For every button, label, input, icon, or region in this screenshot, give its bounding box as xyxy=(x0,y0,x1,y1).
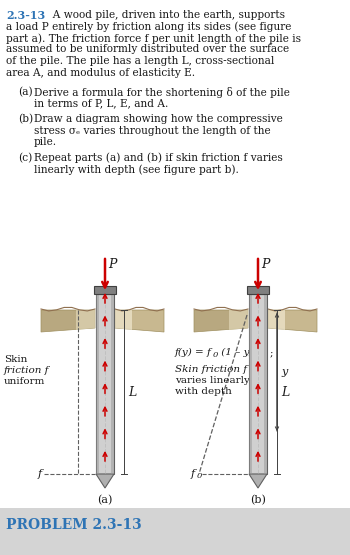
Text: part a). The friction force f per unit length of the pile is: part a). The friction force f per unit l… xyxy=(6,33,301,43)
Polygon shape xyxy=(76,310,95,330)
Text: PROBLEM 2.3-13: PROBLEM 2.3-13 xyxy=(6,518,142,532)
Text: L: L xyxy=(128,386,136,398)
Text: Skin friction f: Skin friction f xyxy=(175,365,247,374)
Text: a load P entirely by friction along its sides (see figure: a load P entirely by friction along its … xyxy=(6,22,291,32)
Bar xyxy=(249,294,252,474)
Text: stress σₑ varies throughout the length of the: stress σₑ varies throughout the length o… xyxy=(34,125,271,135)
Bar xyxy=(0,508,350,555)
Text: (b): (b) xyxy=(18,114,33,124)
Text: f: f xyxy=(38,469,42,479)
Bar xyxy=(111,294,114,474)
Text: Draw a diagram showing how the compressive: Draw a diagram showing how the compressi… xyxy=(34,114,283,124)
Text: Repeat parts (a) and (b) if skin friction f varies: Repeat parts (a) and (b) if skin frictio… xyxy=(34,153,283,163)
Bar xyxy=(264,294,267,474)
Text: P: P xyxy=(108,258,116,271)
Polygon shape xyxy=(194,310,248,332)
Text: area A, and modulus of elasticity E.: area A, and modulus of elasticity E. xyxy=(6,68,195,78)
Text: L: L xyxy=(281,386,289,398)
Text: of the pile. The pile has a length L, cross-sectional: of the pile. The pile has a length L, cr… xyxy=(6,56,274,66)
Text: P: P xyxy=(261,258,270,271)
Polygon shape xyxy=(41,310,95,332)
Text: varies linearly: varies linearly xyxy=(175,376,250,385)
Text: friction f: friction f xyxy=(4,366,49,375)
Text: f: f xyxy=(191,469,195,479)
Text: f(y) = f: f(y) = f xyxy=(175,348,212,357)
Bar xyxy=(249,294,267,474)
Text: (1 – y/L): (1 – y/L) xyxy=(218,348,264,357)
Text: pile.: pile. xyxy=(34,137,57,147)
Bar xyxy=(247,286,269,294)
Text: Derive a formula for the shortening δ of the pile: Derive a formula for the shortening δ of… xyxy=(34,87,290,98)
Text: A wood pile, driven into the earth, supports: A wood pile, driven into the earth, supp… xyxy=(46,10,285,20)
Text: (b): (b) xyxy=(250,495,266,505)
Text: linearly with depth (see figure part b).: linearly with depth (see figure part b). xyxy=(34,164,239,175)
Text: ;: ; xyxy=(270,348,273,357)
Text: 0: 0 xyxy=(197,472,202,480)
Polygon shape xyxy=(115,310,164,332)
Text: Skin: Skin xyxy=(4,355,27,364)
Text: in terms of P, L, E, and A.: in terms of P, L, E, and A. xyxy=(34,98,168,108)
Text: assumed to be uniformly distributed over the surface: assumed to be uniformly distributed over… xyxy=(6,44,289,54)
Bar xyxy=(94,286,116,294)
Polygon shape xyxy=(115,310,132,330)
Text: with depth: with depth xyxy=(175,387,232,396)
Text: uniform: uniform xyxy=(4,377,46,386)
Text: (a): (a) xyxy=(18,87,33,97)
Polygon shape xyxy=(268,310,317,332)
Bar xyxy=(96,294,114,474)
Polygon shape xyxy=(229,310,248,330)
Text: (c): (c) xyxy=(18,153,32,163)
Text: (a): (a) xyxy=(97,495,113,505)
Bar xyxy=(96,294,99,474)
Polygon shape xyxy=(249,474,267,488)
Polygon shape xyxy=(96,474,114,488)
Text: y: y xyxy=(281,367,287,377)
Text: 2.3-13: 2.3-13 xyxy=(6,10,45,21)
Polygon shape xyxy=(268,310,285,330)
Text: 0: 0 xyxy=(213,351,218,359)
